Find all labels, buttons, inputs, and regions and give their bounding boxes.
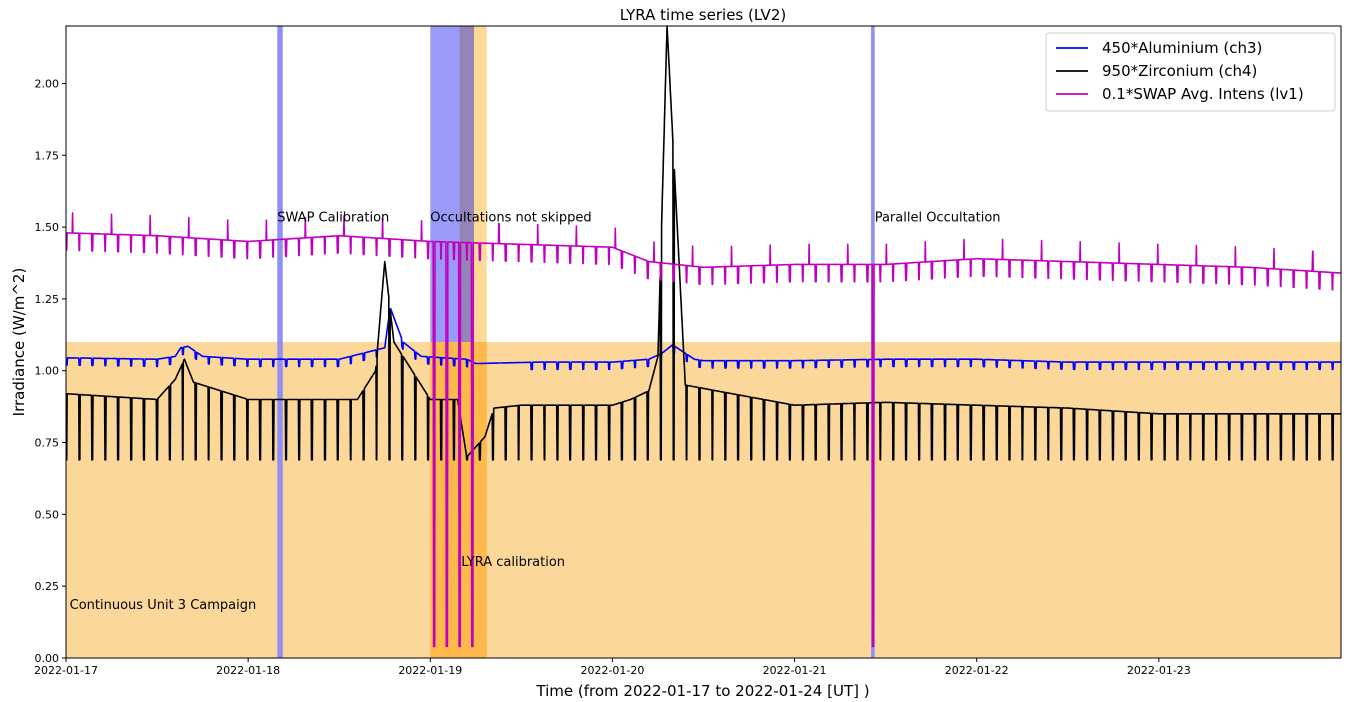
annotation-label: Parallel Occultation	[875, 210, 1001, 225]
annotation-label: Occultations not skipped	[430, 210, 591, 225]
axes: 0.00 0.25 0.50 0.75 1.00 1.25 1.50 1.75 2.00 2022…	[34, 25, 1342, 677]
y-axis-label: Irradiance (W/m^2)	[10, 268, 28, 417]
x-tick-label: 2022-01-17	[34, 664, 98, 677]
y-tick-label: 0.25	[35, 580, 60, 593]
y-tick-label: 0.00	[35, 652, 60, 665]
legend-entry: 950*Zirconium (ch4)	[1102, 62, 1257, 80]
legend: 450*Aluminium (ch3) 950*Zirconium (ch4) 0.…	[1045, 32, 1336, 112]
y-tick-label: 2.00	[35, 77, 60, 90]
x-tick-label: 2022-01-21	[763, 664, 827, 677]
x-tick-label: 2022-01-22	[945, 664, 1009, 677]
shaded-region-0	[66, 342, 1341, 658]
y-tick-label: 1.75	[35, 149, 60, 162]
annotation-label: LYRA calibration	[461, 555, 565, 570]
shaded-region-3	[459, 26, 474, 342]
x-tick-label: 2022-01-20	[580, 664, 644, 677]
plot-frame	[65, 25, 1342, 659]
y-tick-label: 1.00	[35, 365, 60, 378]
chart-title: LYRA time series (LV2)	[620, 6, 786, 24]
shaded-region-4	[474, 26, 487, 342]
series-lines	[65, 25, 1342, 648]
x-axis-label: Time (from 2022-01-17 to 2022-01-24 [UT]…	[535, 682, 869, 700]
x-tick-label: 2022-01-23	[1127, 664, 1191, 677]
x-tick-label: 2022-01-19	[398, 664, 462, 677]
legend-entry: 450*Aluminium (ch3)	[1102, 39, 1262, 57]
legend-entry: 0.1*SWAP Avg. Intens (lv1)	[1102, 85, 1304, 103]
y-tick-label: 0.75	[35, 437, 60, 450]
shaded-region-1	[277, 26, 283, 658]
y-tick-label: 1.25	[35, 293, 60, 306]
annotation-label: Continuous Unit 3 Campaign	[70, 598, 257, 613]
annotations: SWAP Calibration Occultations not skipped…	[70, 210, 1001, 613]
series-line-0	[65, 307, 1342, 371]
y-tick-label: 1.50	[35, 221, 60, 234]
shaded-regions	[66, 26, 1341, 658]
series-line-1	[65, 25, 1342, 461]
y-tick-label: 0.50	[35, 508, 60, 521]
series-line-2	[65, 212, 1342, 648]
x-tick-label: 2022-01-18	[216, 664, 280, 677]
legend-box	[1045, 32, 1336, 112]
annotation-label: SWAP Calibration	[277, 210, 389, 225]
